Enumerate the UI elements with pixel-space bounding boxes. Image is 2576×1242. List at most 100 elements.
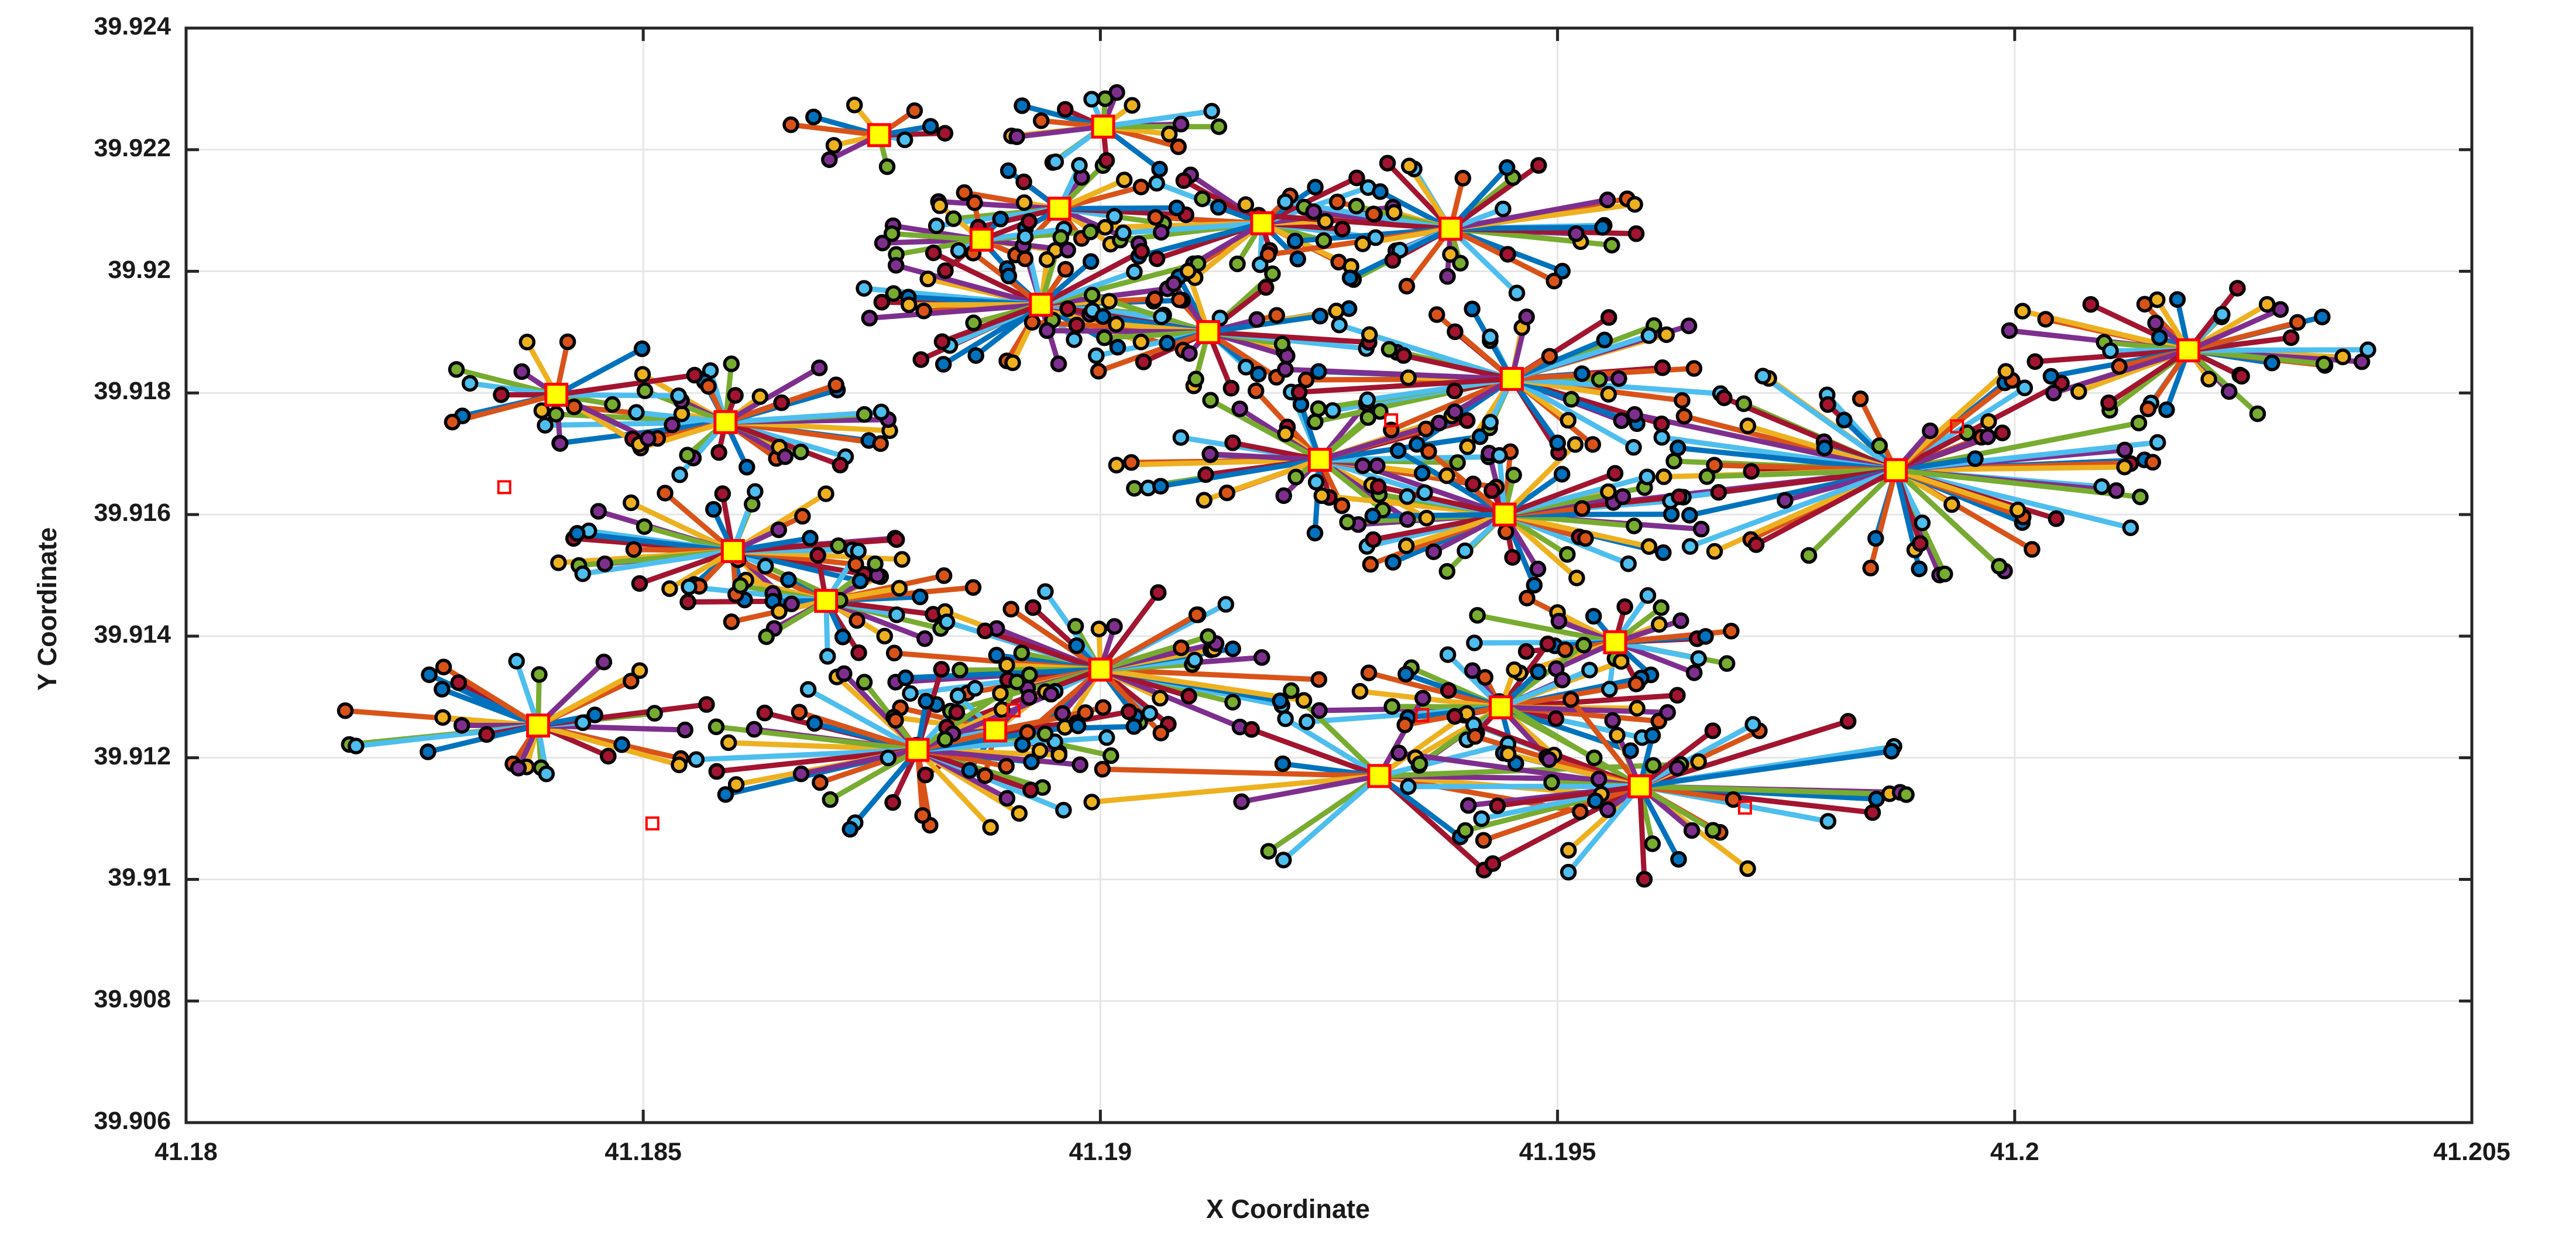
customer-point bbox=[1636, 871, 1653, 888]
customer-point bbox=[874, 234, 891, 252]
customer-point bbox=[1581, 661, 1598, 679]
customer-point bbox=[1627, 225, 1645, 242]
customer-point bbox=[1550, 612, 1568, 630]
customer-point bbox=[1991, 558, 2008, 575]
customer-point bbox=[1454, 170, 1472, 187]
customer-point bbox=[1380, 341, 1398, 358]
customer-point bbox=[878, 158, 896, 176]
customer-point bbox=[1449, 454, 1466, 471]
customer-point bbox=[1452, 255, 1469, 272]
customer-point bbox=[1106, 618, 1123, 635]
customer-point bbox=[1297, 371, 1315, 389]
customer-point bbox=[1274, 755, 1292, 773]
customer-point bbox=[1186, 651, 1203, 669]
customer-point bbox=[1201, 445, 1218, 462]
customer-point bbox=[1967, 450, 1984, 467]
customer-point bbox=[1153, 224, 1170, 241]
customer-point bbox=[856, 674, 873, 691]
customer-point bbox=[897, 669, 914, 687]
customer-point bbox=[1365, 205, 1382, 222]
customer-point bbox=[1066, 331, 1083, 348]
customer-point bbox=[1754, 368, 1771, 385]
customer-point bbox=[1681, 507, 1698, 524]
y-tick-label: 39.924 bbox=[94, 12, 171, 40]
customer-point bbox=[809, 547, 826, 564]
customer-point bbox=[1577, 530, 1594, 547]
x-tick-label: 41.205 bbox=[2433, 1138, 2510, 1166]
customer-point bbox=[818, 485, 834, 502]
customer-point bbox=[2214, 306, 2231, 323]
customer-point bbox=[1725, 791, 1742, 808]
customer-point bbox=[846, 97, 863, 114]
customer-point bbox=[948, 704, 966, 721]
hub-marker bbox=[814, 589, 839, 613]
customer-point bbox=[1670, 440, 1687, 457]
customer-point bbox=[998, 790, 1016, 807]
unassigned-point bbox=[1006, 703, 1021, 718]
customer-point bbox=[956, 184, 973, 201]
customer-point bbox=[1530, 157, 1547, 174]
customer-point bbox=[1175, 172, 1193, 189]
customer-point bbox=[1922, 422, 1939, 440]
customer-point bbox=[1466, 728, 1484, 745]
customer-point bbox=[1082, 253, 1100, 270]
customer-point bbox=[914, 807, 931, 824]
customer-point bbox=[1054, 705, 1071, 722]
customer-point bbox=[707, 718, 725, 736]
customer-point bbox=[336, 702, 354, 719]
customer-point bbox=[830, 537, 847, 554]
customer-point bbox=[1697, 628, 1714, 645]
customer-point bbox=[827, 376, 844, 393]
customer-point bbox=[965, 314, 982, 331]
customer-point bbox=[1739, 417, 1757, 434]
customer-point bbox=[1032, 112, 1050, 129]
customer-point bbox=[1052, 229, 1070, 246]
customer-point bbox=[1411, 755, 1428, 773]
customer-point bbox=[1152, 478, 1169, 495]
customer-point bbox=[1655, 468, 1672, 485]
customer-point bbox=[723, 613, 740, 630]
customer-point bbox=[1133, 243, 1150, 260]
customer-point bbox=[916, 630, 933, 647]
customer-point bbox=[1197, 466, 1214, 483]
customer-point bbox=[794, 507, 811, 525]
customer-point bbox=[1307, 179, 1324, 196]
customer-point bbox=[1529, 560, 1547, 578]
customer-point bbox=[982, 819, 999, 836]
customer-point bbox=[757, 558, 774, 575]
customer-point bbox=[2116, 458, 2133, 476]
customer-point bbox=[2289, 314, 2306, 331]
customer-point bbox=[851, 572, 869, 589]
customer-point bbox=[1943, 496, 1960, 513]
customer-point bbox=[880, 749, 897, 767]
customer-point bbox=[1459, 438, 1476, 455]
customer-point bbox=[569, 525, 586, 542]
unassigned-point bbox=[645, 816, 660, 831]
customer-point bbox=[1690, 753, 1707, 770]
customer-point bbox=[1015, 194, 1033, 211]
hub-marker bbox=[1091, 114, 1115, 139]
customer-point bbox=[679, 447, 696, 464]
customer-point bbox=[1389, 442, 1407, 459]
customer-point bbox=[1836, 411, 1853, 429]
customer-point bbox=[2144, 454, 2162, 471]
customer-point bbox=[2014, 303, 2031, 320]
customer-point bbox=[1519, 589, 1536, 607]
customer-point bbox=[906, 102, 923, 119]
customer-point bbox=[1517, 643, 1535, 660]
customer-point bbox=[1096, 329, 1113, 346]
customer-point bbox=[1000, 162, 1017, 179]
customer-point bbox=[1334, 221, 1351, 238]
customer-point bbox=[1170, 138, 1187, 155]
customer-point bbox=[1416, 484, 1433, 501]
customer-point bbox=[1148, 174, 1165, 192]
customer-point bbox=[1083, 91, 1100, 108]
customer-point bbox=[1172, 115, 1190, 133]
customer-point bbox=[1090, 620, 1108, 637]
customer-point bbox=[771, 603, 788, 620]
customer-point bbox=[873, 293, 891, 311]
customer-point bbox=[1692, 520, 1710, 538]
customer-point bbox=[1341, 269, 1359, 287]
customer-point bbox=[1315, 232, 1332, 249]
customer-point bbox=[634, 366, 651, 383]
